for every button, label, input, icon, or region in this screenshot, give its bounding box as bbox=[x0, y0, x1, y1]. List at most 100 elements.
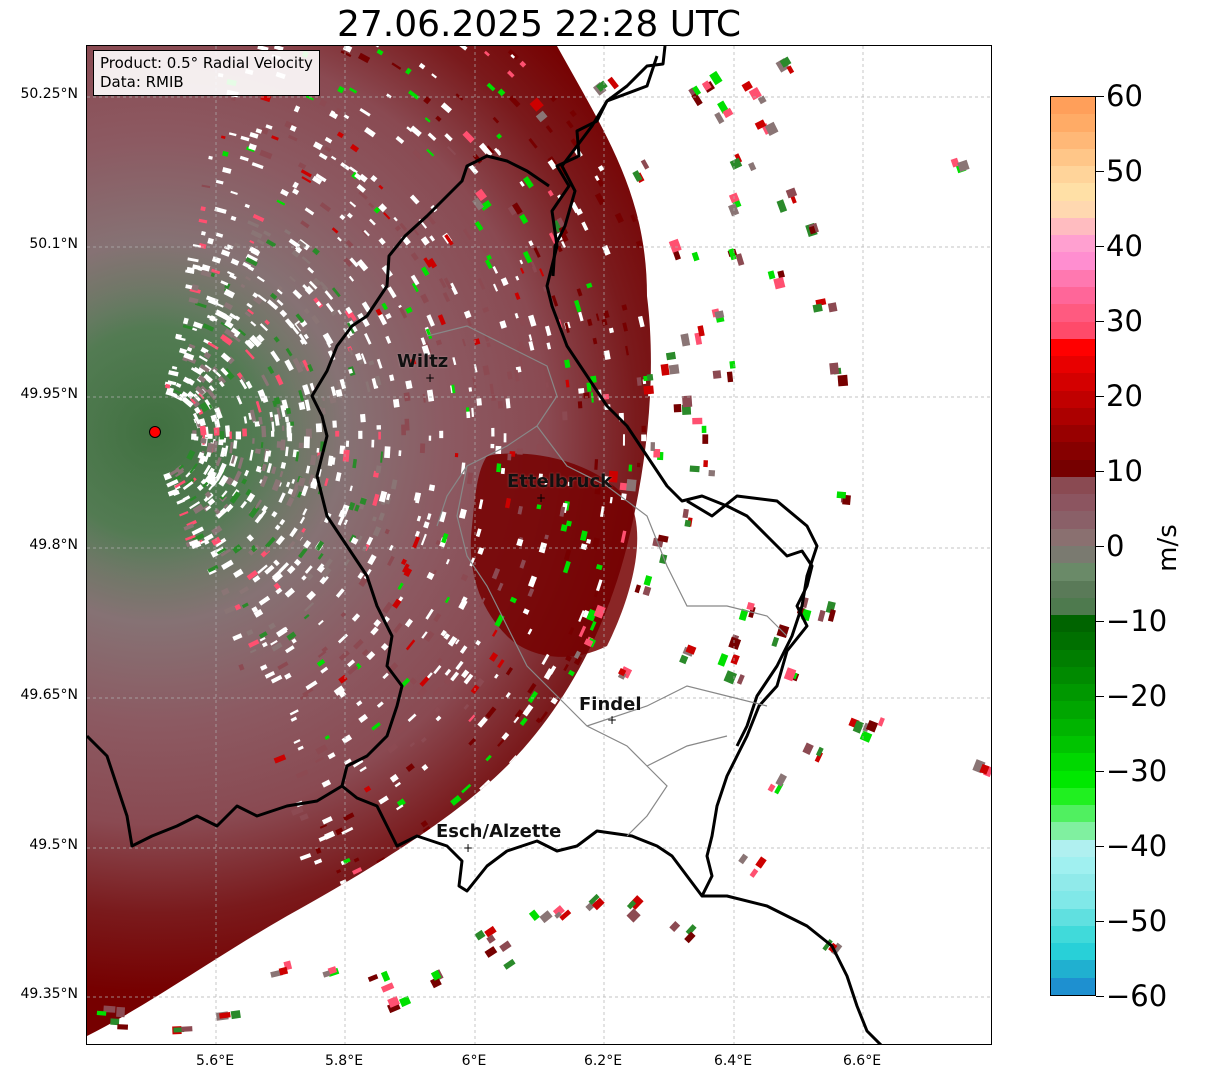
velocity-bin bbox=[304, 565, 313, 574]
velocity-bin bbox=[499, 320, 507, 329]
velocity-bin bbox=[166, 387, 174, 394]
velocity-bin bbox=[410, 252, 419, 261]
colorbar-segment bbox=[1051, 580, 1095, 599]
velocity-bin bbox=[318, 152, 328, 161]
velocity-bin bbox=[546, 342, 552, 350]
velocity-bin bbox=[357, 572, 365, 580]
velocity-bin bbox=[276, 441, 282, 448]
velocity-bin bbox=[565, 520, 572, 527]
velocity-bin bbox=[389, 374, 395, 382]
velocity-bin bbox=[298, 333, 308, 345]
velocity-bin bbox=[289, 124, 297, 132]
velocity-bin bbox=[426, 214, 436, 225]
colorbar-tick bbox=[1096, 471, 1104, 472]
velocity-bin bbox=[191, 284, 199, 291]
velocity-bin bbox=[239, 378, 248, 390]
velocity-bin bbox=[657, 534, 669, 543]
velocity-bin bbox=[519, 559, 526, 569]
velocity-bin bbox=[330, 309, 338, 317]
velocity-bin bbox=[385, 312, 392, 320]
velocity-bin bbox=[426, 389, 435, 402]
velocity-bin bbox=[528, 240, 534, 247]
velocity-bin bbox=[681, 203, 688, 213]
colorbar-segment bbox=[1051, 856, 1095, 875]
colorbar-segment bbox=[1051, 390, 1095, 409]
velocity-bin bbox=[568, 627, 575, 636]
velocity-bin bbox=[593, 604, 606, 619]
velocity-bin bbox=[684, 519, 692, 528]
velocity-bin bbox=[249, 449, 254, 461]
velocity-bin bbox=[529, 804, 536, 810]
velocity-bin bbox=[293, 739, 301, 744]
velocity-bin bbox=[748, 86, 762, 101]
velocity-bin bbox=[375, 308, 383, 316]
velocity-bin bbox=[785, 187, 798, 199]
city-label-ettelbruck: Ettelbruck bbox=[507, 471, 613, 492]
velocity-bin bbox=[256, 334, 265, 343]
velocity-bin bbox=[660, 608, 668, 619]
velocity-bin bbox=[192, 244, 202, 248]
colorbar-segment bbox=[1051, 787, 1095, 806]
velocity-bin bbox=[349, 166, 358, 174]
velocity-bin bbox=[296, 321, 308, 334]
velocity-bin bbox=[786, 65, 795, 74]
velocity-bin bbox=[560, 827, 571, 838]
velocity-bin bbox=[677, 440, 679, 452]
velocity-bin bbox=[244, 349, 255, 360]
velocity-bin bbox=[586, 382, 592, 392]
velocity-bin bbox=[321, 779, 332, 788]
colorbar-tick-label: −10 bbox=[1106, 604, 1168, 638]
map-panel bbox=[86, 45, 992, 1045]
velocity-bin bbox=[354, 504, 360, 512]
colorbar-tick-label: −40 bbox=[1106, 829, 1168, 863]
velocity-bin bbox=[444, 233, 454, 246]
velocity-bin bbox=[552, 905, 565, 917]
velocity-bin bbox=[168, 370, 179, 377]
velocity-bin bbox=[252, 295, 263, 305]
velocity-bin bbox=[277, 661, 289, 671]
velocity-bin bbox=[566, 718, 573, 725]
velocity-bin bbox=[687, 528, 691, 533]
velocity-bin bbox=[195, 389, 200, 395]
velocity-bin bbox=[709, 70, 723, 86]
velocity-bin bbox=[250, 229, 263, 239]
velocity-bin bbox=[319, 281, 329, 291]
lat-tick-label: 49.8°N bbox=[29, 537, 78, 553]
velocity-bin bbox=[665, 286, 672, 292]
velocity-bin bbox=[673, 298, 677, 306]
velocity-bin bbox=[322, 332, 334, 346]
velocity-bin bbox=[564, 731, 573, 742]
velocity-bin bbox=[377, 313, 388, 326]
velocity-bin bbox=[492, 873, 502, 882]
velocity-bin bbox=[343, 812, 355, 822]
product-info-box: Product: 0.5° Radial Velocity Data: RMIB bbox=[93, 50, 320, 96]
velocity-bin bbox=[367, 554, 377, 566]
velocity-bin bbox=[741, 80, 753, 92]
velocity-bin bbox=[528, 314, 537, 327]
velocity-bin bbox=[192, 393, 201, 402]
velocity-bin bbox=[503, 433, 507, 443]
velocity-bin bbox=[544, 325, 552, 337]
velocity-bin bbox=[239, 586, 250, 595]
velocity-bin bbox=[370, 626, 379, 636]
velocity-bin bbox=[434, 706, 441, 714]
velocity-bin bbox=[331, 287, 341, 298]
velocity-bin bbox=[364, 333, 372, 345]
velocity-bin bbox=[312, 141, 323, 151]
velocity-bin bbox=[260, 442, 264, 448]
velocity-bin bbox=[187, 378, 195, 386]
velocity-bin bbox=[401, 424, 407, 436]
velocity-bin bbox=[595, 755, 604, 764]
velocity-bin bbox=[554, 911, 562, 919]
velocity-bin bbox=[230, 258, 240, 266]
velocity-bin bbox=[299, 693, 309, 701]
velocity-bin bbox=[567, 481, 572, 487]
velocity-bin bbox=[398, 450, 402, 457]
colorbar-tick-label: −30 bbox=[1106, 754, 1168, 788]
district-borders bbox=[426, 325, 788, 837]
colorbar-tick bbox=[1096, 846, 1104, 847]
velocity-bin bbox=[212, 368, 222, 378]
velocity-bin bbox=[346, 212, 353, 219]
velocity-bin bbox=[208, 385, 215, 392]
velocity-bin bbox=[210, 549, 220, 558]
